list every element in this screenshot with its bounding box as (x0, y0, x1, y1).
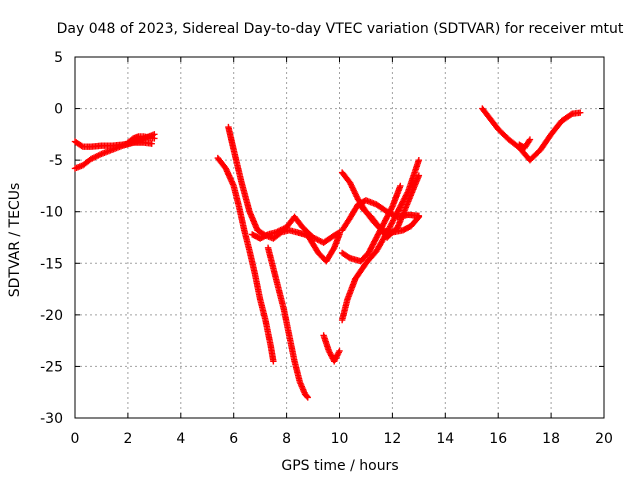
x-tick-label: 14 (436, 431, 454, 447)
series-arc-3 (124, 133, 158, 146)
data-point (576, 109, 584, 116)
data-point (388, 204, 395, 212)
x-tick-label: 8 (282, 431, 291, 447)
y-tick-labels: 5 0 -5 -10 -15 -20 -25 -30 (40, 50, 63, 427)
y-tick-label: 0 (54, 102, 63, 118)
series-arc-2 (71, 138, 155, 150)
series-arc-14 (479, 105, 584, 164)
series-arc-8 (320, 332, 343, 365)
series-arc-12 (338, 182, 404, 265)
x-tick-label: 12 (383, 431, 401, 447)
y-tick-label: -15 (40, 256, 63, 272)
axis-ticks (74, 56, 605, 419)
data-point (415, 156, 423, 164)
series-arc-7 (264, 244, 311, 401)
data-point (303, 393, 311, 400)
data-point (415, 172, 423, 179)
data-point (345, 254, 352, 261)
y-tick-label: -25 (40, 359, 63, 375)
x-tick-label: 6 (229, 431, 238, 447)
x-tick-label: 0 (71, 431, 80, 447)
series-arc-15 (516, 136, 534, 151)
series-arc-13 (357, 172, 423, 241)
data-point (270, 358, 277, 365)
x-tick-labels: 0 2 4 6 8 10 12 14 16 18 20 (71, 431, 613, 447)
y-tick-label: -20 (40, 308, 63, 324)
y-tick-label: -5 (49, 153, 63, 169)
data-point (415, 212, 423, 220)
x-tick-label: 18 (542, 431, 560, 447)
data-point (336, 347, 343, 355)
data-point (334, 229, 342, 237)
data-point (526, 136, 534, 143)
x-tick-label: 10 (331, 431, 349, 447)
data-series (71, 105, 584, 401)
data-point (78, 142, 85, 150)
series-arc-6 (249, 213, 343, 246)
y-tick-label: -30 (40, 411, 63, 427)
x-tick-label: 2 (123, 431, 132, 447)
data-point (397, 182, 404, 190)
x-tick-label: 20 (595, 431, 613, 447)
data-point (567, 111, 575, 118)
y-tick-label: -10 (40, 205, 63, 221)
data-point (525, 137, 533, 145)
x-axis-label: GPS time / hours (281, 458, 398, 474)
series-arc-5 (225, 123, 343, 265)
x-tick-label: 4 (176, 431, 185, 447)
x-tick-label: 16 (489, 431, 507, 447)
data-point (304, 394, 311, 401)
data-point (151, 135, 158, 142)
chart-title: Day 048 of 2023, Sidereal Day-to-day VTE… (57, 21, 624, 37)
y-axis-label: SDTVAR / TECUs (7, 183, 23, 298)
data-point (148, 140, 155, 147)
y-tick-label: 5 (54, 50, 63, 66)
series-arc-4 (214, 154, 277, 365)
